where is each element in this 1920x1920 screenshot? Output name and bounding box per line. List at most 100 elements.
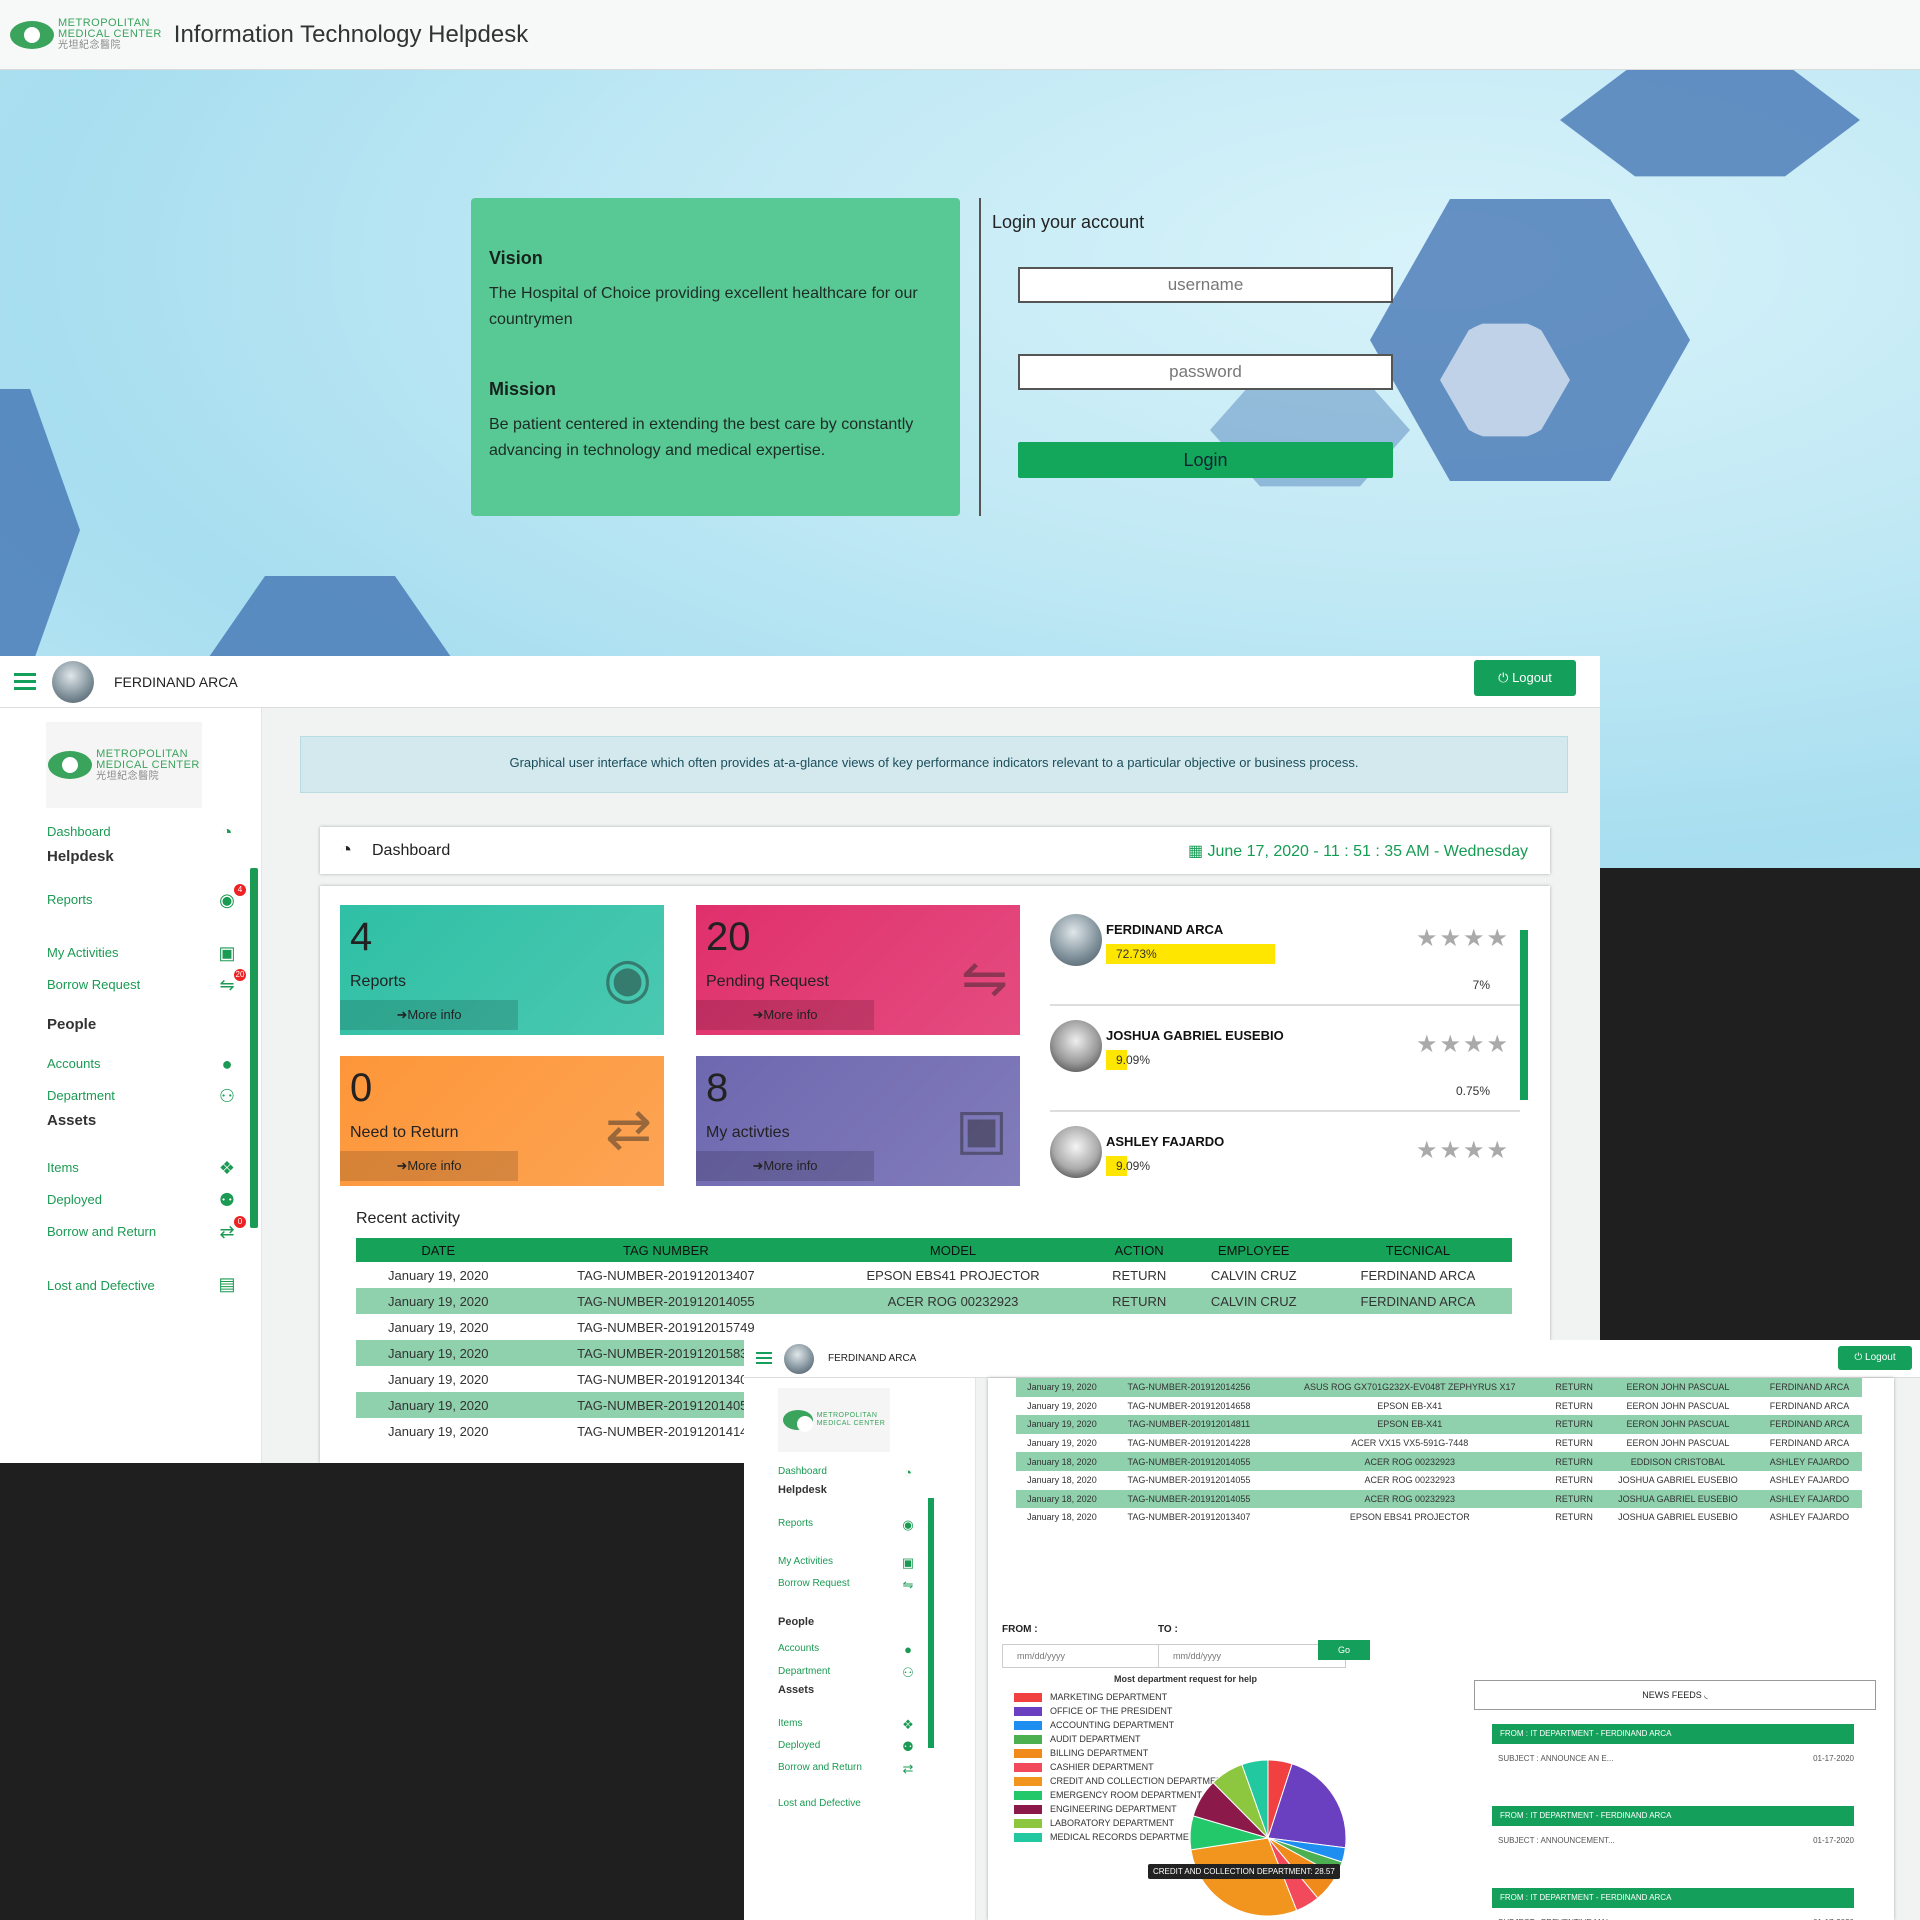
menu-icon[interactable] <box>14 672 36 691</box>
sidebar-item-reports[interactable]: Reports <box>47 892 93 907</box>
sidebar-item-items[interactable]: Items <box>778 1718 803 1729</box>
column-header[interactable]: ACTION <box>1094 1238 1184 1262</box>
user-name: FERDINAND ARCA <box>114 673 238 690</box>
sidebar-item-accounts[interactable]: Accounts <box>778 1643 820 1654</box>
table-row[interactable]: January 19, 2020 TAG-NUMBER-201912013407 <box>356 1366 1512 1392</box>
username-input[interactable]: username <box>1018 267 1393 303</box>
legend-entry[interactable]: CREDIT AND COLLECTION DEPARTMENT <box>1014 1776 1228 1786</box>
sidebar-item-deployed[interactable]: Deployed <box>778 1740 821 1751</box>
news-feeds-header[interactable]: NEWS FEEDS ◟ <box>1474 1680 1876 1710</box>
stat-card-pending[interactable]: 20 Pending Request ➜More info ⇋ <box>696 905 1020 1035</box>
briefcase-icon: ▣ <box>218 943 236 963</box>
table-row[interactable]: January 18, 2020 TAG-NUMBER-201912014055 A… <box>1016 1489 1862 1509</box>
column-header[interactable]: TECNICAL <box>1323 1238 1512 1262</box>
legend-entry[interactable]: LABORATORY DEPARTMENT <box>1014 1818 1174 1828</box>
legend-entry[interactable]: ACCOUNTING DEPARTMENT <box>1014 1720 1174 1730</box>
sidebar-item-borrow-request[interactable]: Borrow Request <box>47 977 141 992</box>
login-button[interactable]: Login <box>1018 442 1393 478</box>
legend-entry[interactable]: AUDIT DEPARTMENT <box>1014 1734 1141 1744</box>
table-row[interactable]: January 19, 2020 TAG-NUMBER-201912014658 E… <box>1016 1397 1862 1416</box>
logout-button[interactable]: ⏻ Logout <box>1838 1346 1912 1370</box>
table-row[interactable]: January 19, 2020 TAG-NUMBER-201912014256 A… <box>1016 1378 1862 1397</box>
table-cell: RETURN <box>1555 1438 1593 1449</box>
department-pie-chart[interactable] <box>1178 1738 1378 1920</box>
table-cell: ACER ROG 00232923 <box>1270 1489 1550 1509</box>
table-row[interactable]: January 19, 2020 TAG-NUMBER-201912015749 <box>356 1314 1512 1340</box>
legend-entry[interactable]: MARKETING DEPARTMENT <box>1014 1692 1167 1702</box>
legend-swatch <box>1014 1734 1042 1744</box>
menu-icon[interactable] <box>756 1352 772 1365</box>
eye-icon: ◉ <box>219 890 235 910</box>
legend-entry[interactable]: EMERGENCY ROOM DEPARTMENT <box>1014 1790 1202 1800</box>
sidebar-item-deployed[interactable]: Deployed <box>47 1192 102 1207</box>
column-header[interactable]: DATE <box>356 1238 521 1262</box>
sidebar-item-my-activities[interactable]: My Activities <box>778 1556 834 1567</box>
sidebar-item-borrow-request[interactable]: Borrow Request <box>778 1578 850 1589</box>
eye-icon: ◉ <box>603 946 652 1009</box>
table-row[interactable]: January 19, 2020 TAG-NUMBER-201912013407 E… <box>356 1262 1512 1288</box>
table-row[interactable]: January 18, 2020 TAG-NUMBER-201912014055 A… <box>1016 1471 1862 1490</box>
table-cell: ASHLEY FAJARDO <box>1769 1512 1850 1523</box>
table-cell: FERDINAND ARCA <box>1769 1400 1850 1411</box>
legend-entry[interactable]: OFFICE OF THE PRESIDENT <box>1014 1706 1172 1716</box>
table-cell: TAG-NUMBER-201912015749 <box>577 1319 755 1335</box>
table-cell: RETURN <box>1094 1288 1184 1314</box>
stat-card-reports[interactable]: 4 Reports ➜More info ◉ <box>340 905 664 1035</box>
logout-button[interactable]: ⏻ Logout <box>1474 660 1576 696</box>
borrow-return-badge: 0 <box>234 1216 246 1228</box>
news-item-from[interactable]: FROM : IT DEPARTMENT - FERDINAND ARCA <box>1492 1888 1854 1908</box>
sidebar-item-dashboard[interactable]: Dashboard <box>47 824 111 839</box>
star-rating[interactable]: ★★★★ <box>1415 925 1510 952</box>
news-date: 01-17-2020 <box>1813 1918 1854 1920</box>
table-row[interactable]: January 19, 2020 TAG-NUMBER-201912014228 A… <box>1016 1434 1862 1453</box>
table-row[interactable]: January 19, 2020 TAG-NUMBER-201912014811 E… <box>1016 1415 1862 1434</box>
table-row[interactable]: January 18, 2020 TAG-NUMBER-201912014055 A… <box>1016 1452 1862 1471</box>
ratings-scrollbar[interactable] <box>1520 930 1528 1100</box>
go-button[interactable]: Go <box>1318 1640 1370 1660</box>
stat-card-return[interactable]: 0 Need to Return ➜More info ⇄ <box>340 1056 664 1186</box>
more-info-link[interactable]: ➜More info <box>340 1151 518 1181</box>
table-cell: ASHLEY FAJARDO <box>1769 1475 1850 1486</box>
news-item-from[interactable]: FROM : IT DEPARTMENT - FERDINAND ARCA <box>1492 1724 1854 1744</box>
legend-entry[interactable]: ENGINEERING DEPARTMENT <box>1014 1804 1177 1814</box>
star-rating[interactable]: ★★★★ <box>1415 1137 1510 1164</box>
dashboard-header-card: ◔ Dashboard ▦ June 17, 2020 - 11 : 51 : … <box>320 827 1550 874</box>
table-row[interactable]: January 19, 2020 TAG-NUMBER-201912014055 A… <box>356 1288 1512 1314</box>
table-row[interactable]: January 18, 2020 TAG-NUMBER-201912013407 E… <box>1016 1508 1862 1527</box>
column-header[interactable]: TAG NUMBER <box>520 1238 812 1262</box>
password-input[interactable]: password <box>1018 354 1393 390</box>
sidebar-item-my-activities[interactable]: My Activities <box>47 945 119 960</box>
table-row[interactable]: January 19, 2020 TAG-NUMBER-201912014140 <box>356 1418 1512 1444</box>
column-header[interactable]: MODEL <box>811 1238 1095 1262</box>
sidebar-item-dashboard[interactable]: Dashboard <box>778 1466 827 1477</box>
pie-slice[interactable] <box>1241 1759 1269 1839</box>
legend-entry[interactable]: MEDICAL RECORDS DEPARTMENT <box>1014 1832 1201 1842</box>
legend-entry[interactable]: CASHIER DEPARTMENT <box>1014 1762 1154 1772</box>
star-rating[interactable]: ★★★★ <box>1415 1031 1510 1058</box>
sidebar-item-borrow-return[interactable]: Borrow and Return <box>778 1762 862 1773</box>
table-cell: January 19, 2020 <box>388 1319 489 1335</box>
column-header[interactable]: EMPLOYEE <box>1183 1238 1324 1262</box>
stat-card-activities[interactable]: 8 My activties ➜More info ▣ <box>696 1056 1020 1186</box>
dashboard-panel: January 19, 2020 TAG-NUMBER-201912014256 A… <box>988 1378 1894 1920</box>
more-info-link[interactable]: ➜More info <box>696 1151 874 1181</box>
legend-entry[interactable]: BILLING DEPARTMENT <box>1014 1748 1148 1758</box>
main-content: January 19, 2020 TAG-NUMBER-201912014256 A… <box>976 1378 1920 1920</box>
sidebar-item-department[interactable]: Department <box>778 1666 831 1677</box>
sidebar-item-lost-defective[interactable]: Lost and Defective <box>778 1798 861 1809</box>
sidebar-item-borrow-return[interactable]: Borrow and Return <box>47 1224 157 1239</box>
sidebar-item-lost-defective[interactable]: Lost and Defective <box>47 1278 155 1293</box>
sidebar-item-items[interactable]: Items <box>47 1160 79 1175</box>
avatar[interactable] <box>52 660 94 703</box>
sidebar-scrollbar[interactable] <box>928 1498 934 1748</box>
pie-slice[interactable] <box>1267 1763 1347 1849</box>
sidebar-item-department[interactable]: Department <box>47 1088 115 1103</box>
sidebar-item-reports[interactable]: Reports <box>778 1518 814 1529</box>
avatar[interactable] <box>784 1343 814 1374</box>
sidebar-scrollbar[interactable] <box>250 868 258 1228</box>
table-cell: RETURN <box>1549 1378 1599 1397</box>
more-info-link[interactable]: ➜More info <box>340 1000 518 1030</box>
sidebar-item-accounts[interactable]: Accounts <box>47 1056 101 1071</box>
more-info-link[interactable]: ➜More info <box>696 1000 874 1030</box>
news-item-from[interactable]: FROM : IT DEPARTMENT - FERDINAND ARCA <box>1492 1806 1854 1826</box>
